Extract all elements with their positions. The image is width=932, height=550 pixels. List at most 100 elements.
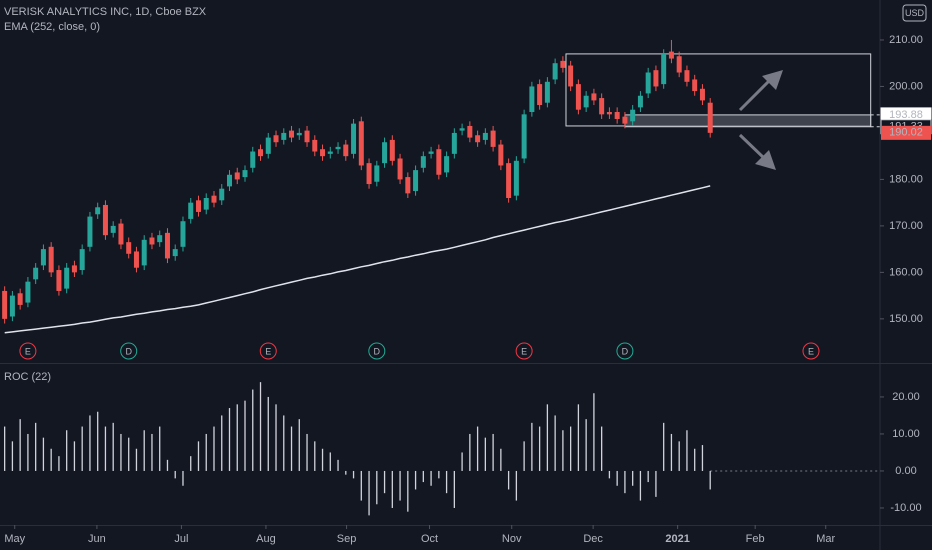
event-label: E [25,346,31,356]
y-tick-label: 160.00 [889,266,923,278]
y-tick-label: 180.00 [889,173,923,185]
candle-body [126,242,132,254]
candle-body [250,151,256,168]
candle-body [599,98,605,115]
candle-body [498,144,504,166]
x-tick-label: 2021 [665,533,689,545]
x-tick-label: Mar [816,533,835,545]
candle-body [444,156,450,173]
candle-body [141,239,147,266]
candle-body [110,225,116,233]
candle-body [513,160,519,196]
candle-body [56,270,62,291]
candle-body [281,132,287,140]
candle-body [343,144,349,157]
candle-body [467,125,473,138]
candle-body [25,281,31,303]
roc-legend: ROC (22) [4,371,51,383]
candle-body [591,93,597,101]
candle-body [351,123,357,154]
event-marker [120,342,138,360]
candle-body [699,88,705,101]
candle-body [475,135,481,143]
candle-body [95,207,101,215]
candle-body [40,249,46,266]
candle-body [296,132,302,136]
candle-body [335,146,341,150]
support-band [624,114,872,128]
candle-body [692,79,698,92]
candle-body [568,65,574,87]
ema-line [4,185,711,334]
candle-body [537,84,543,106]
event-marker [19,342,37,360]
last-price-box [881,125,931,140]
x-tick-label: Oct [421,533,438,545]
candle-body [133,251,139,268]
candle-body [583,95,589,108]
event-marker [368,342,386,360]
currency-box[interactable] [902,4,927,22]
candle-body [606,112,612,115]
candle-body [451,132,457,154]
x-tick-label: Jul [174,533,188,545]
candle-body [358,121,364,166]
candle-body [374,165,380,182]
candle-body [195,200,201,212]
candle-body [258,149,264,157]
y-tick-label: 210.00 [889,34,923,46]
y-tick-label: 150.00 [889,313,923,325]
x-tick-label: Nov [502,533,522,545]
candle-body [676,56,682,73]
event-marker [616,342,634,360]
event-label: D [125,346,132,356]
candle-body [304,130,310,143]
x-tick-label: Aug [256,533,276,545]
last-price-label: 190.02 [889,127,923,139]
roc-tick-label: 10.00 [892,428,920,440]
candle-body [707,102,713,133]
event-label: E [808,346,814,356]
candle-body [552,63,558,80]
candle-body [420,156,426,168]
event-marker [515,342,533,360]
candle-body [428,151,434,154]
candle-body [382,142,388,164]
candle-body [273,135,279,143]
candle-body [219,188,225,201]
event-label: D [374,346,381,356]
candle-body [48,246,54,273]
roc-tick-label: 0.00 [895,465,916,477]
candle-body [211,195,217,203]
candle-body [622,116,628,124]
candle-body [157,235,163,243]
candle-body [312,139,318,152]
arrow-up [738,70,783,112]
candle-body [265,137,271,154]
roc-tick-label: -10.00 [890,502,921,514]
candle-body [413,170,419,192]
candle-body [33,267,39,280]
currency-label[interactable]: USD [905,8,925,18]
event-label: E [521,346,527,356]
x-tick-label: Dec [583,533,603,545]
arrow-down [738,133,776,170]
candle-body [661,53,667,85]
candle-body [289,130,295,138]
candle-body [630,109,636,122]
x-tick-label: Feb [746,533,765,545]
candle-body [203,198,209,210]
candle-body [64,267,70,289]
candle-body [9,295,15,317]
candle-body [397,158,403,180]
candle-body [389,139,395,161]
candle-body [436,149,442,175]
candle-body [234,172,240,180]
candle-body [188,202,194,219]
event-marker [259,342,277,360]
candle-body [180,221,186,247]
event-label: E [265,346,271,356]
candle-body [614,112,620,119]
event-marker [802,342,820,360]
